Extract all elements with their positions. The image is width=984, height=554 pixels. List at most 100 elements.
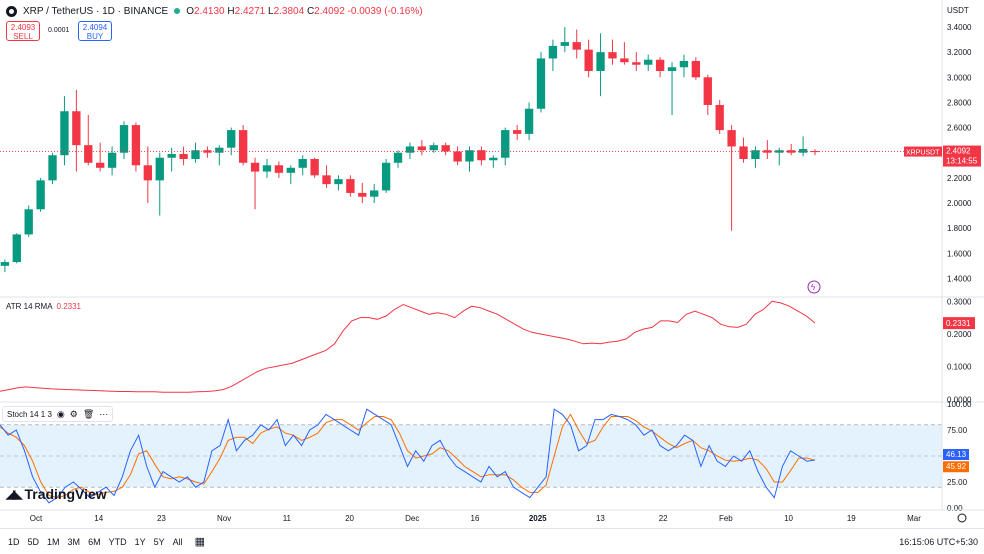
- price-tick-label: 2.2000: [947, 174, 972, 183]
- candle-body: [48, 155, 57, 181]
- high-value: 2.4271: [234, 5, 266, 17]
- candle-body: [429, 145, 438, 151]
- price-tick-label: 3.4000: [947, 23, 972, 32]
- candle-body: [167, 153, 176, 158]
- candle-body: [250, 162, 260, 172]
- last-price-label: 2.4092: [946, 147, 971, 156]
- candle-body: [143, 165, 153, 181]
- price-tick-label: 3.2000: [947, 48, 972, 57]
- stoch-k-label: 46.13: [946, 450, 967, 459]
- candle-body: [96, 162, 105, 168]
- candle-body: [36, 180, 45, 210]
- candle-body: [262, 165, 272, 172]
- candle-body: [179, 153, 188, 159]
- stoch-k-line: [0, 408, 816, 504]
- open-value: 2.4130: [194, 5, 225, 17]
- candle-body: [715, 104, 724, 131]
- symbol-title[interactable]: XRP / TetherUS · 1D · BINANCE: [23, 5, 169, 17]
- candle-body: [119, 125, 129, 153]
- candle-body: [739, 146, 748, 159]
- candle-body: [334, 179, 343, 185]
- buy-button[interactable]: 2.4094 BUY: [78, 21, 112, 41]
- atr-title: ATR 14 RMA: [6, 302, 53, 311]
- candle-body: [632, 62, 641, 65]
- brand-name: TradingView: [24, 486, 107, 502]
- candle-body: [405, 146, 415, 153]
- x-axis-label: 23: [157, 514, 166, 523]
- timeframe-all[interactable]: All: [172, 536, 183, 547]
- candle-body: [465, 150, 474, 162]
- candle-body: [60, 111, 69, 156]
- atr-tick-label: 0.3000: [947, 297, 972, 306]
- stoch-tick-label: 0.00: [947, 504, 963, 513]
- atr-legend[interactable]: ATR 14 RMA 0.2331: [6, 302, 81, 311]
- timeframe-1m[interactable]: 1M: [47, 536, 60, 547]
- candle-body: [0, 262, 10, 266]
- stoch-d-line: [0, 413, 816, 499]
- x-axis-label: 22: [659, 514, 668, 523]
- x-axis-label: 16: [471, 514, 480, 523]
- atr-legend-value: 0.2331: [56, 302, 81, 311]
- date-range-icon[interactable]: ▦: [194, 536, 206, 548]
- candle-body: [322, 175, 331, 185]
- x-axis-label: 20: [345, 514, 354, 523]
- chart-canvas[interactable]: ϟ 1.40001.60001.80002.00002.20002.40002.…: [0, 0, 984, 528]
- candle-body: [358, 192, 367, 197]
- timeframe-3m[interactable]: 3M: [67, 536, 81, 547]
- eye-icon[interactable]: ◉: [56, 408, 65, 419]
- x-axis-label: 19: [847, 514, 856, 523]
- sell-label: SELL: [13, 32, 33, 41]
- candle-body: [584, 49, 593, 72]
- price-pane: ϟ: [0, 27, 942, 294]
- timeframe-5d[interactable]: 5D: [27, 536, 40, 547]
- atr-value-label: 0.2331: [946, 319, 971, 328]
- candle-body: [238, 130, 248, 163]
- axes: 1.40001.60001.80002.00002.20002.40002.60…: [0, 0, 984, 523]
- buy-label: BUY: [86, 32, 104, 41]
- tradingview-logo: ◢◣ TradingView: [6, 486, 107, 502]
- more-icon[interactable]: ⋯: [99, 408, 109, 419]
- candle-body: [548, 45, 558, 59]
- low-value: 2.3804: [273, 5, 305, 17]
- price-tick-label: 1.6000: [947, 249, 972, 258]
- candle-body: [572, 42, 581, 50]
- timeframe-ytd[interactable]: YTD: [108, 536, 127, 547]
- candle-body: [24, 209, 33, 235]
- candle-body: [679, 60, 689, 68]
- timeframe-6m[interactable]: 6M: [88, 536, 101, 547]
- candle-body: [536, 58, 546, 109]
- candle-body: [644, 59, 653, 65]
- candle-body: [691, 60, 701, 78]
- candle-body: [512, 130, 522, 134]
- timeframe-1d[interactable]: 1D: [8, 536, 20, 547]
- stoch-legend[interactable]: Stoch 14 1 3 ◉ ⚙ 🗑 ⋯: [2, 406, 114, 422]
- candle-body: [787, 150, 796, 153]
- delete-icon[interactable]: 🗑: [82, 408, 95, 419]
- symbol-badge-label: XRPUSDT: [906, 150, 940, 157]
- buy-price: 2.4094: [82, 23, 108, 32]
- stoch-title: Stoch 14 1 3: [7, 409, 52, 419]
- price-tick-label: 2.0000: [947, 199, 972, 208]
- candle-body: [798, 148, 808, 153]
- atr-pane: [0, 300, 816, 393]
- timeframe-1y[interactable]: 1Y: [134, 536, 146, 547]
- price-tick-label: 2.8000: [947, 98, 972, 107]
- candle-body: [596, 52, 605, 72]
- atr-tick-label: 0.2000: [947, 330, 972, 339]
- settings-icon[interactable]: ⚙: [69, 408, 78, 419]
- candles: [0, 27, 820, 273]
- clock[interactable]: 16:15:06 UTC+5:30: [899, 536, 978, 547]
- timeframe-5y[interactable]: 5Y: [153, 536, 165, 547]
- candle-body: [667, 67, 677, 72]
- close-value: 2.4092: [314, 5, 345, 17]
- x-axis-label: 10: [784, 514, 793, 523]
- currency-label: USDT: [947, 6, 969, 15]
- stoch-tick-label: 75.00: [947, 426, 968, 435]
- x-axis-label: 13: [596, 514, 605, 523]
- sell-button[interactable]: 2.4093 SELL: [6, 21, 40, 41]
- candle-body: [298, 159, 307, 168]
- candle-body: [12, 234, 21, 263]
- tradingview-mark-icon: ◢◣: [6, 487, 23, 501]
- x-axis-label: 14: [94, 514, 103, 523]
- x-axis-label: Mar: [907, 514, 921, 523]
